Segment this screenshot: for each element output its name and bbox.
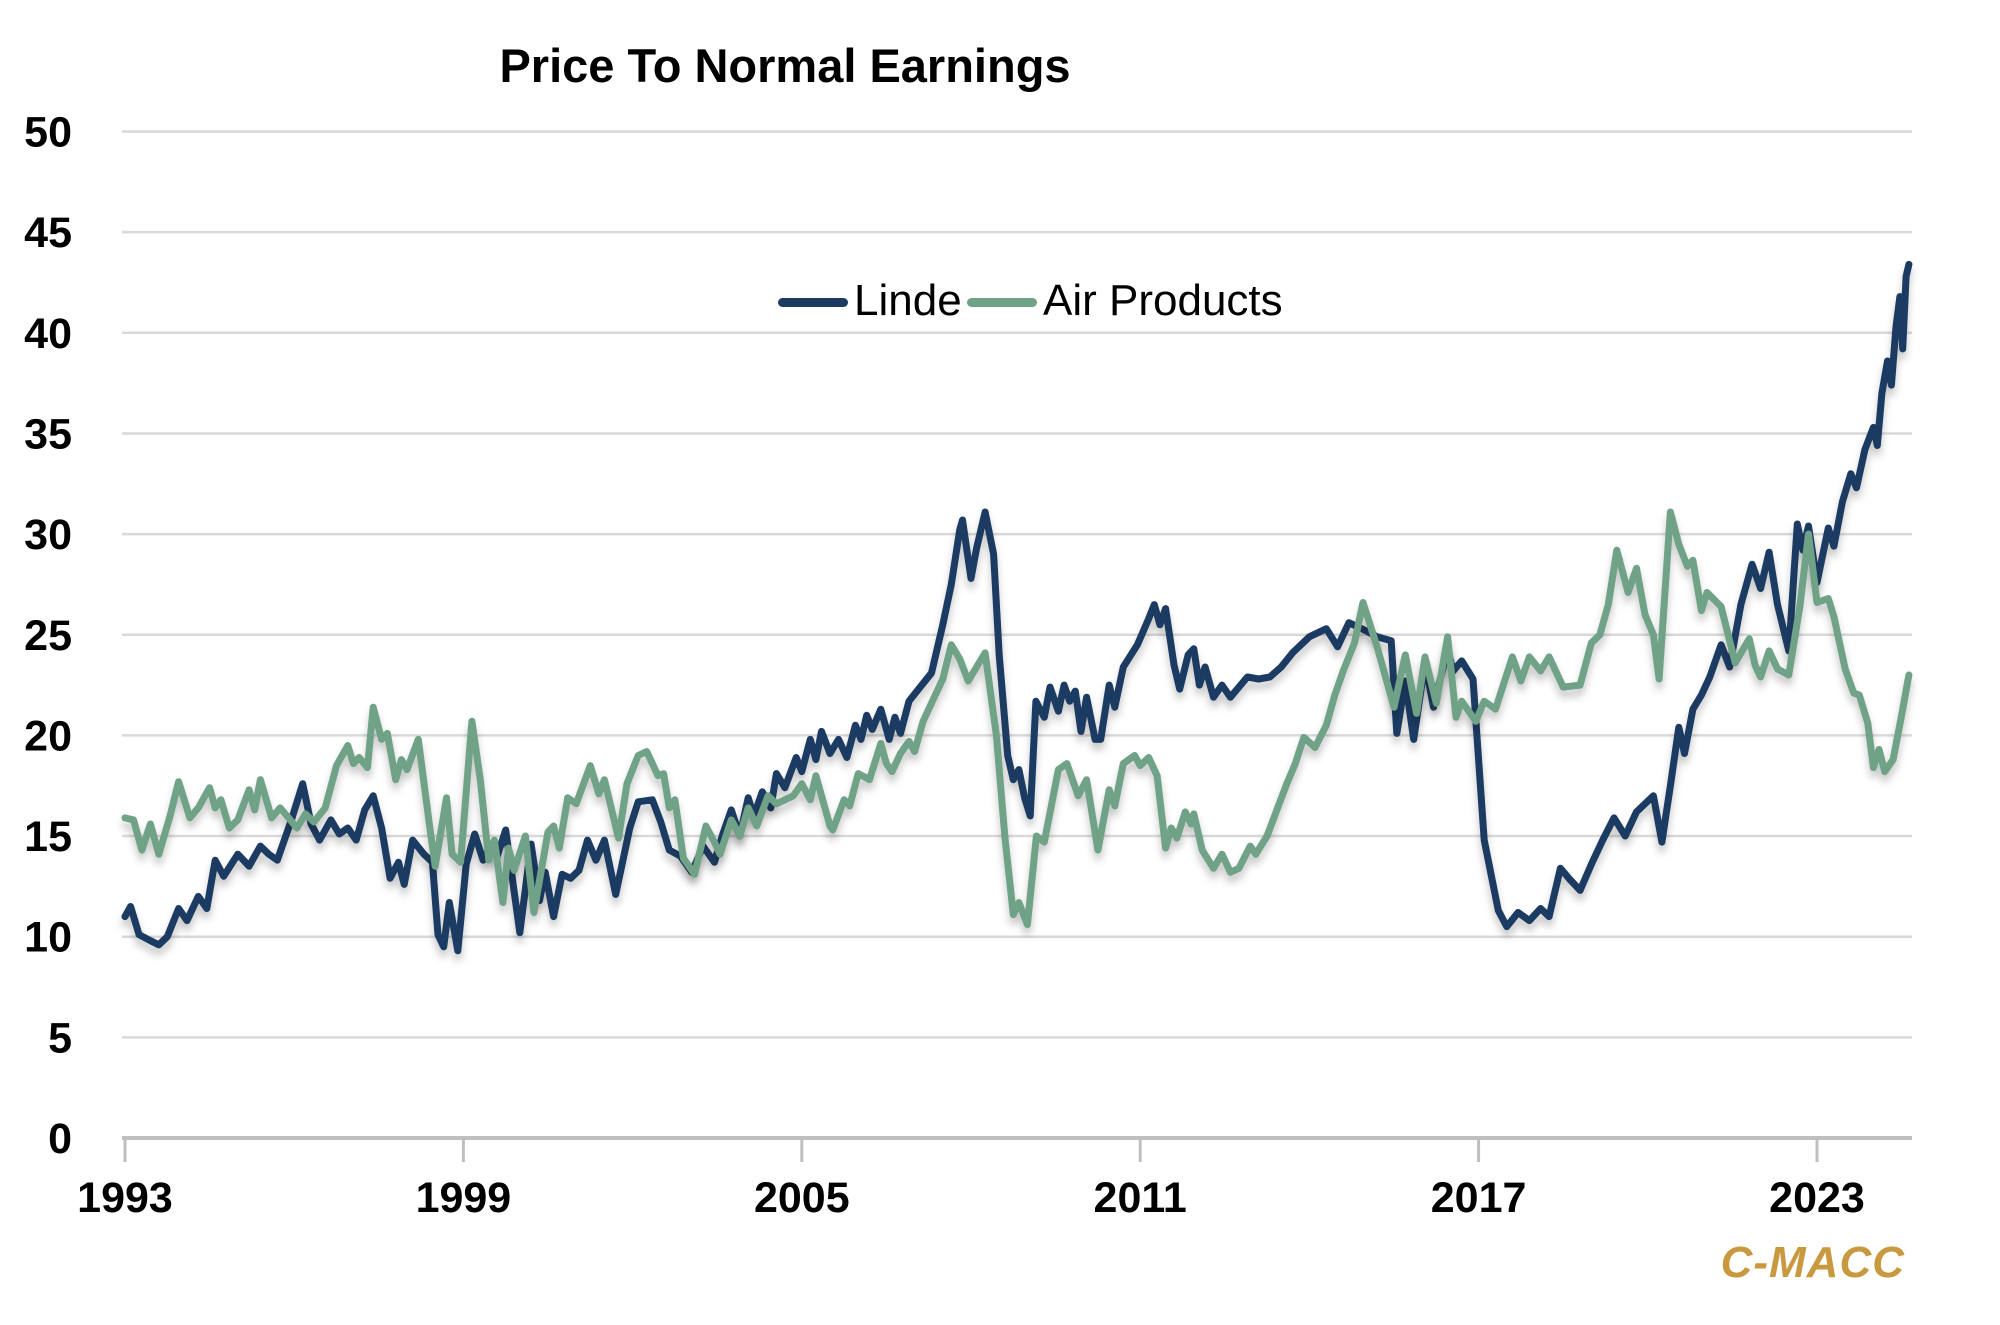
x-tick-label-2005: 2005 xyxy=(754,1174,850,1222)
x-tick-label-2023: 2023 xyxy=(1769,1174,1865,1222)
watermark-cmacc: C-MACC xyxy=(1720,1238,1905,1287)
y-tick-label-40: 40 xyxy=(24,310,72,358)
x-tick-label-1999: 1999 xyxy=(416,1174,512,1222)
legend-swatch-air-products xyxy=(967,298,1037,307)
legend-swatch-linde xyxy=(778,298,848,307)
y-tick-label-20: 20 xyxy=(24,712,72,760)
x-tick-label-1993: 1993 xyxy=(77,1174,173,1222)
y-tick-label-45: 45 xyxy=(24,209,72,257)
y-tick-label-35: 35 xyxy=(24,410,72,458)
y-tick-label-25: 25 xyxy=(24,612,72,660)
y-tick-label-30: 30 xyxy=(24,511,72,559)
y-tick-label-15: 15 xyxy=(24,813,72,861)
y-tick-label-10: 10 xyxy=(24,914,72,962)
series-line-linde xyxy=(121,260,1913,955)
y-tick-label-5: 5 xyxy=(48,1014,72,1062)
chart-title: Price To Normal Earnings xyxy=(499,39,1071,92)
x-tick-label-2011: 2011 xyxy=(1094,1174,1187,1222)
legend-label-air-products: Air Products xyxy=(1043,276,1283,325)
series-line-air-products xyxy=(121,508,1913,929)
y-tick-label-50: 50 xyxy=(24,109,72,157)
x-tick-label-2017: 2017 xyxy=(1431,1174,1527,1222)
legend-label-linde: Linde xyxy=(854,276,962,325)
y-tick-label-0: 0 xyxy=(48,1115,72,1163)
